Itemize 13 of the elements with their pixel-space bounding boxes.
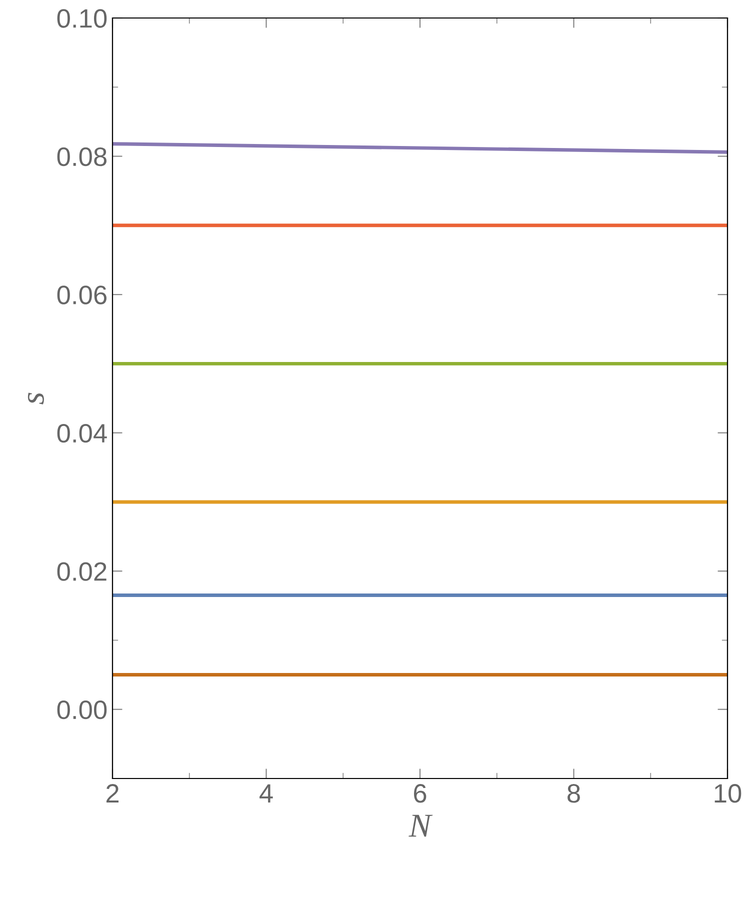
y-tick-label: 0.06	[57, 286, 106, 304]
x-axis-title: N	[408, 814, 433, 837]
x-tick-label: 6	[414, 784, 426, 803]
y-tick-label: 0.08	[57, 147, 106, 166]
x-tick-label: 2	[106, 784, 119, 802]
y-tick-label: 0.04	[57, 424, 107, 443]
x-tick-label: 10	[714, 784, 742, 803]
x-tick-label: 4	[260, 784, 273, 802]
y-tick-label: 0.10	[57, 9, 107, 28]
y-axis-title: s	[28, 392, 44, 404]
x-tick-label: 8	[568, 784, 580, 803]
y-tick-label: 0.02	[57, 562, 106, 581]
y-tick-label: 0.00	[57, 700, 107, 720]
